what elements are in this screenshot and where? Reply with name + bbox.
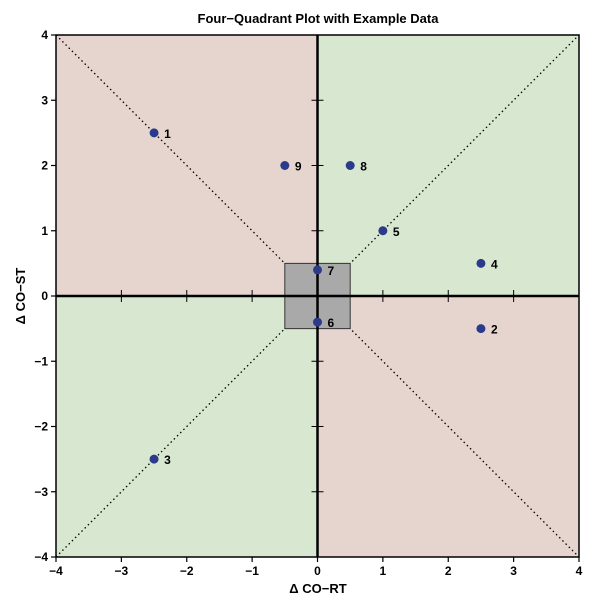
x-tick-label: 3 — [510, 564, 517, 578]
data-point — [345, 161, 355, 170]
data-point — [378, 226, 388, 236]
data-point-label: 5 — [393, 225, 400, 239]
data-point — [313, 265, 322, 275]
data-point-label: 9 — [295, 160, 302, 174]
x-tick-label: 1 — [380, 564, 387, 578]
data-point-label: 6 — [328, 316, 335, 330]
y-tick-label: 2 — [41, 159, 48, 173]
x-tick-label: 4 — [576, 564, 583, 578]
data-point — [313, 317, 322, 327]
y-tick-label: −3 — [34, 485, 48, 499]
data-point-label: 3 — [164, 453, 171, 467]
data-point — [149, 128, 159, 138]
data-point — [149, 454, 159, 464]
chart-title: Four−Quadrant Plot with Example Data — [198, 11, 440, 26]
data-point-label: 4 — [491, 257, 498, 271]
x-axis-label: Δ CO−RT — [289, 581, 346, 596]
data-point-label: 1 — [164, 127, 171, 141]
y-tick-label: 3 — [41, 93, 48, 107]
data-point-label: 2 — [491, 323, 498, 337]
x-tick-label: 2 — [445, 564, 452, 578]
x-tick-label: −3 — [115, 564, 129, 578]
x-tick-label: 0 — [314, 564, 321, 578]
y-tick-label: −4 — [34, 550, 48, 564]
y-tick-label: 1 — [41, 224, 48, 238]
y-tick-label: 4 — [41, 28, 48, 42]
data-point — [476, 258, 486, 268]
y-tick-label: 0 — [41, 289, 48, 303]
plot-area: −4 −3 −2 −1 0 1 2 3 4 −4 −3 −2 −1 0 1 2 3 4 1 2 3 4 5 6 7 8 9 — [34, 28, 582, 578]
y-tick-label: −1 — [34, 354, 48, 368]
y-axis-label: Δ CO−ST — [13, 268, 28, 325]
x-tick-label: −1 — [245, 564, 259, 578]
data-point — [280, 161, 290, 170]
data-point-label: 8 — [360, 160, 367, 174]
x-tick-label: −4 — [49, 564, 63, 578]
data-point-label: 7 — [328, 264, 335, 278]
data-point — [476, 324, 486, 334]
x-tick-label: −2 — [180, 564, 194, 578]
y-tick-label: −2 — [34, 420, 48, 434]
